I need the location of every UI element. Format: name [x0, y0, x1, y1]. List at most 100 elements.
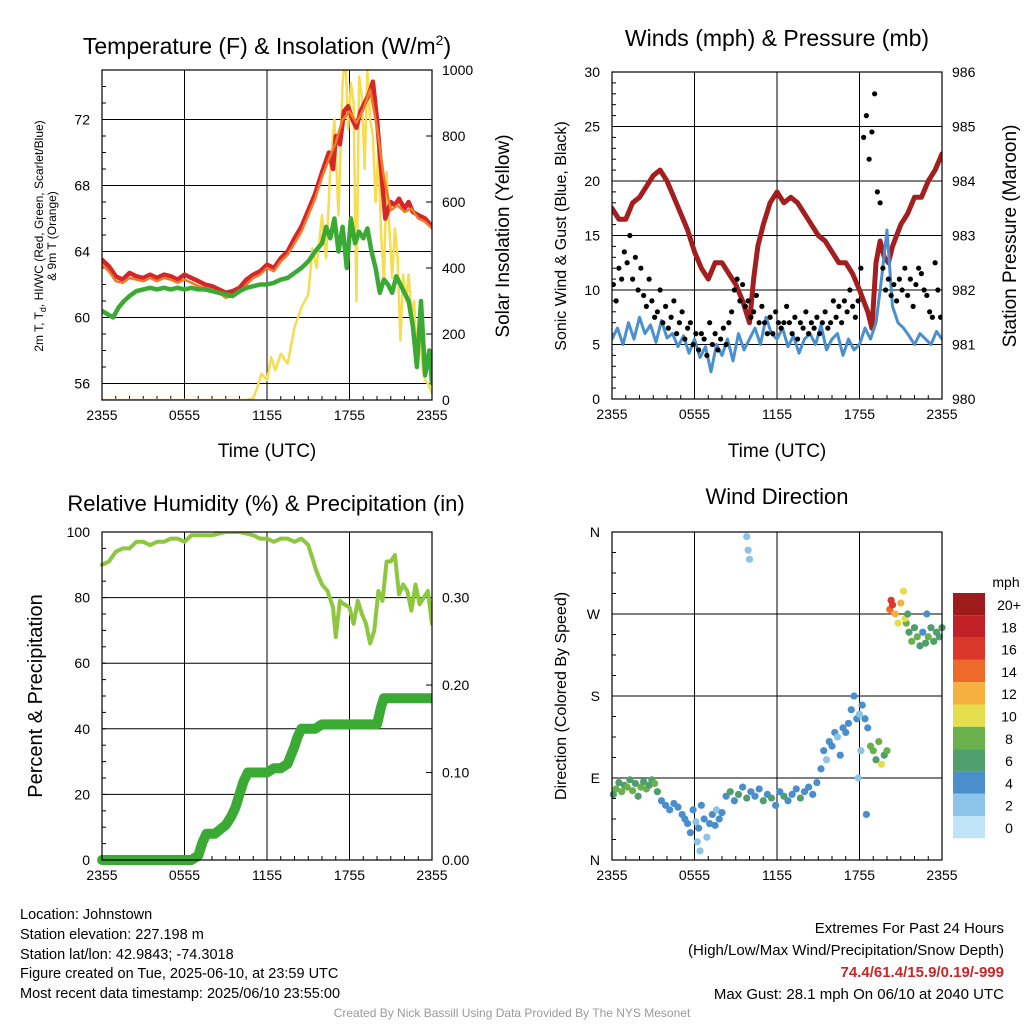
y2-tick-label: 981	[952, 337, 976, 353]
gust-point	[767, 314, 773, 320]
gust-point	[918, 271, 924, 277]
humidity-series	[97, 532, 432, 865]
gust-point	[641, 292, 647, 299]
gust-point	[789, 331, 795, 337]
direction-point	[743, 794, 751, 802]
legend-label: 2	[1005, 798, 1013, 814]
wind-series	[612, 91, 942, 374]
gust-point	[674, 331, 680, 337]
gust-point	[786, 320, 792, 326]
gust-point	[715, 347, 721, 353]
gust-point	[899, 287, 905, 293]
legend-swatch	[953, 593, 985, 616]
x-tick-label: 2355	[416, 407, 447, 423]
direction-point	[689, 806, 697, 814]
chart-title: Temperature (F) & Insolation (W/m2)	[83, 32, 451, 59]
y-tick-label: S	[591, 688, 600, 704]
gust-point	[698, 331, 704, 337]
direction-point	[645, 781, 653, 789]
x-tick-label: 1155	[252, 407, 282, 423]
y-axis-label: Sonic Wind & Gust (Blue, Black)	[553, 121, 570, 350]
station-elevation: Station elevation: 227.198 m	[20, 926, 204, 943]
direction-point	[836, 751, 844, 759]
gust-point	[825, 325, 831, 331]
gust-point	[781, 320, 787, 326]
gust-point	[902, 265, 908, 271]
legend-label: 12	[1001, 686, 1017, 702]
gust-point	[803, 309, 809, 315]
direction-point	[927, 624, 935, 632]
x-tick-label: 2355	[86, 867, 117, 883]
plot-frame	[611, 71, 943, 400]
gust-point	[795, 336, 801, 342]
extremes-panel: Extremes For Past 24 Hours (High/Low/Max…	[688, 918, 1004, 1006]
gust-point	[830, 298, 836, 304]
direction-point	[695, 824, 703, 832]
gust-point	[759, 303, 765, 309]
legend-swatch	[953, 615, 985, 638]
gust-point	[885, 276, 891, 282]
legend-label: 6	[1005, 753, 1013, 769]
gust-point	[745, 298, 751, 304]
legend-swatch	[953, 816, 985, 839]
chart-title: Winds (mph) & Pressure (mb)	[625, 25, 929, 51]
direction-point	[751, 792, 759, 800]
direction-point	[891, 610, 899, 618]
gust-point	[685, 325, 691, 331]
direction-point	[805, 783, 813, 791]
gust-point	[836, 303, 842, 309]
y-tick-label: 60	[74, 655, 90, 671]
direction-point	[744, 546, 752, 554]
legend-swatch	[953, 749, 985, 772]
direction-point	[935, 633, 943, 641]
direction-point	[817, 765, 825, 773]
direction-point	[734, 790, 743, 799]
direction-point	[715, 815, 723, 823]
gust-point	[866, 156, 872, 162]
gust-point	[707, 320, 713, 326]
y2-tick-label: 985	[952, 119, 976, 135]
gust-point	[839, 320, 845, 326]
y-tick-label: N	[590, 524, 600, 540]
y2-tick-label: 0.30	[442, 590, 469, 606]
direction-point	[869, 747, 877, 755]
gust-point	[613, 298, 619, 304]
direction-point	[712, 806, 721, 814]
x-tick-label: 1755	[334, 407, 365, 423]
gust-point	[828, 320, 834, 326]
series-line	[97, 693, 432, 865]
direction-point	[800, 788, 809, 796]
y2-tick-label: 800	[442, 128, 466, 144]
gust-point	[817, 331, 823, 337]
y-axis-label: 2m T, Td, HI/WC (Red, Green, Scarlet/Blu…	[32, 120, 59, 351]
direction-point	[919, 628, 927, 636]
direction-point	[637, 783, 645, 791]
direction-point	[809, 790, 817, 799]
extremes-subtitle: (High/Low/Max Wind/Precipitation/Snow De…	[688, 942, 1004, 959]
y2-axis-label: Station Pressure (Maroon)	[1000, 125, 1021, 348]
gust-point	[635, 287, 641, 293]
gust-point	[819, 320, 825, 326]
legend-label: 4	[1005, 775, 1013, 791]
legend-swatch	[953, 659, 985, 683]
gust-point	[896, 276, 902, 282]
legend-label: 20+	[997, 597, 1021, 613]
y-tick-label: 20	[74, 786, 90, 802]
direction-point	[657, 797, 666, 805]
direction-point	[864, 724, 872, 732]
y-tick-label: 5	[592, 337, 600, 353]
gust-point	[682, 336, 688, 342]
direction-point	[908, 637, 916, 645]
direction-point	[923, 610, 931, 618]
x-tick-label: 2355	[86, 407, 117, 423]
direction-point	[855, 710, 864, 718]
direction-point	[612, 785, 620, 793]
direction-point	[745, 555, 754, 563]
gust-point	[756, 320, 762, 326]
legend-label: 16	[1001, 642, 1017, 658]
gust-point	[905, 292, 911, 299]
direction-point	[651, 779, 659, 788]
gust-point	[855, 298, 861, 304]
y2-tick-label: 400	[442, 260, 466, 276]
direction-point	[796, 794, 804, 802]
